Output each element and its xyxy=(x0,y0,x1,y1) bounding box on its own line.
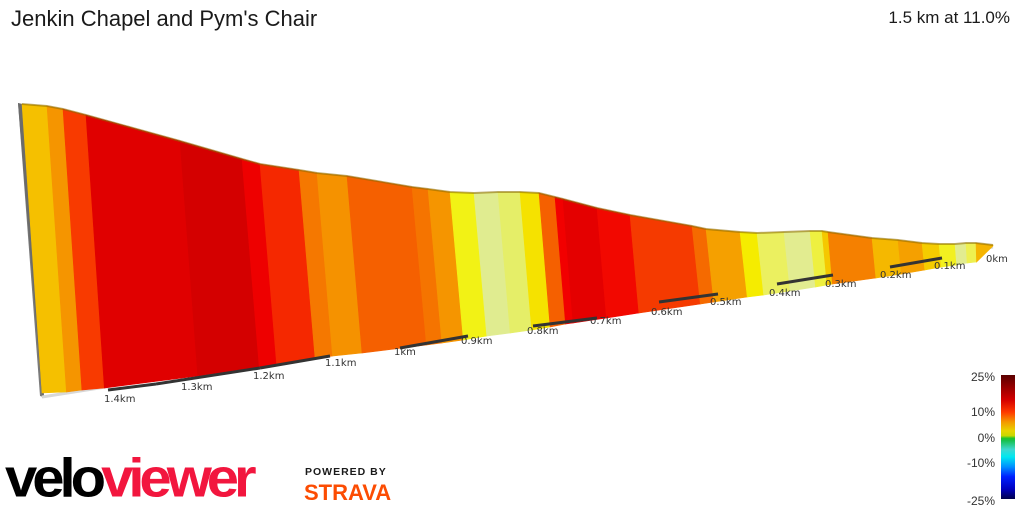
top-edge-line xyxy=(21,103,994,246)
distance-markers: 1.4km 1.3km 1.2km 1.1km 1km 0.9km 0.8km 0.7km 0.… xyxy=(104,254,1008,405)
gradient-segment xyxy=(827,231,877,285)
veloviewer-logo[interactable]: veloviewer xyxy=(5,447,257,510)
km-label: 1km xyxy=(394,347,416,358)
km-label: 0.4km xyxy=(769,288,800,299)
segment-title: Jenkin Chapel and Pym's Chair xyxy=(11,6,318,31)
km-label: 1.1km xyxy=(325,358,356,369)
strava-logo[interactable]: STRAVA xyxy=(304,480,392,505)
km-label: 1.3km xyxy=(181,382,212,393)
km-tick-band xyxy=(776,273,834,286)
km-tick-band xyxy=(658,292,719,304)
km-tick-band xyxy=(399,334,469,350)
km-tick-band xyxy=(532,316,598,328)
legend-label-minus-25: -25% xyxy=(966,494,995,508)
km-label: 0.9km xyxy=(461,336,492,347)
km-label: 0.5km xyxy=(710,297,741,308)
legend-label-25: 25% xyxy=(970,370,995,384)
km-label: 0.1km xyxy=(934,261,965,272)
km-label: 0km xyxy=(986,254,1008,265)
legend-label-10: 10% xyxy=(970,405,995,419)
gradient-legend: 25% 10% 0% -10% -25% xyxy=(960,370,1024,510)
gradient-segment xyxy=(965,242,977,264)
legend-label-minus-10: -10% xyxy=(966,456,995,470)
km-tick-band xyxy=(259,354,331,370)
logo-viewer: viewer xyxy=(101,447,257,509)
km-label: 0.2km xyxy=(880,270,911,281)
km-label: 1.2km xyxy=(253,371,284,382)
gradient-segment xyxy=(897,239,926,275)
km-tick-band xyxy=(889,256,943,269)
km-tick-band xyxy=(107,382,157,392)
elevation-profile-chart: 1.4km 1.3km 1.2km 1.1km 1km 0.9km 0.8km 0.7km 0.… xyxy=(18,103,1008,405)
km-tick-band xyxy=(155,366,261,386)
legend-label-0: 0% xyxy=(977,431,995,445)
gradient-segments xyxy=(21,103,994,394)
logo-velo: velo xyxy=(5,447,106,509)
segment-summary: 1.5 km at 11.0% xyxy=(888,8,1010,27)
gradient-color-scale xyxy=(1001,375,1015,499)
km-label: 0.8km xyxy=(527,326,558,337)
km-label: 0.3km xyxy=(825,279,856,290)
km-label: 1.4km xyxy=(104,394,135,405)
profile-top-edge xyxy=(21,103,994,246)
km-label: 0.6km xyxy=(651,307,682,318)
km-label: 0.7km xyxy=(590,316,621,327)
powered-by-label: POWERED BY xyxy=(305,466,387,478)
